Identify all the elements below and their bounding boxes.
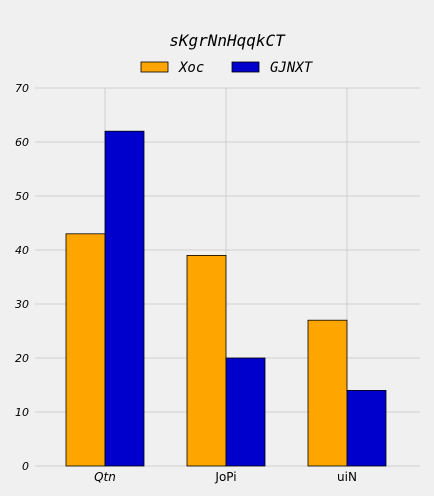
legend-label: GJNXT [270,60,314,76]
y-tick-label: 30 [15,298,29,311]
chart-title: sKgrNnHqqkCT [169,31,286,50]
legend-swatch-Xoc [140,61,169,73]
bar-Xoc-Qtn [65,233,106,467]
x-tick-label: JoPi [214,470,236,484]
bar-GJNXT-JoPi [225,357,266,467]
x-tick-label: uiN [337,470,357,484]
bar-Xoc-uiN [307,319,348,467]
bar-GJNXT-Qtn [104,130,145,467]
y-axis-ticks: 0 10 20 30 40 50 60 70 [15,82,29,473]
bar-Xoc-JoPi [186,254,227,467]
legend-label: Xoc [178,60,204,76]
y-tick-label: 10 [15,406,29,419]
bars [65,130,387,467]
legend-swatch-GJNXT [231,61,260,73]
y-tick-label: 0 [22,460,29,473]
y-tick-label: 70 [15,82,29,95]
y-tick-label: 20 [15,352,29,365]
legend: Xoc GJNXT [140,60,314,76]
y-tick-label: 60 [15,136,29,149]
bar-GJNXT-uiN [346,389,387,467]
x-axis-ticks: Qtn JoPi uiN [94,470,357,484]
x-tick-label: Qtn [94,470,116,484]
y-tick-label: 50 [15,190,29,203]
y-tick-label: 40 [15,244,29,257]
